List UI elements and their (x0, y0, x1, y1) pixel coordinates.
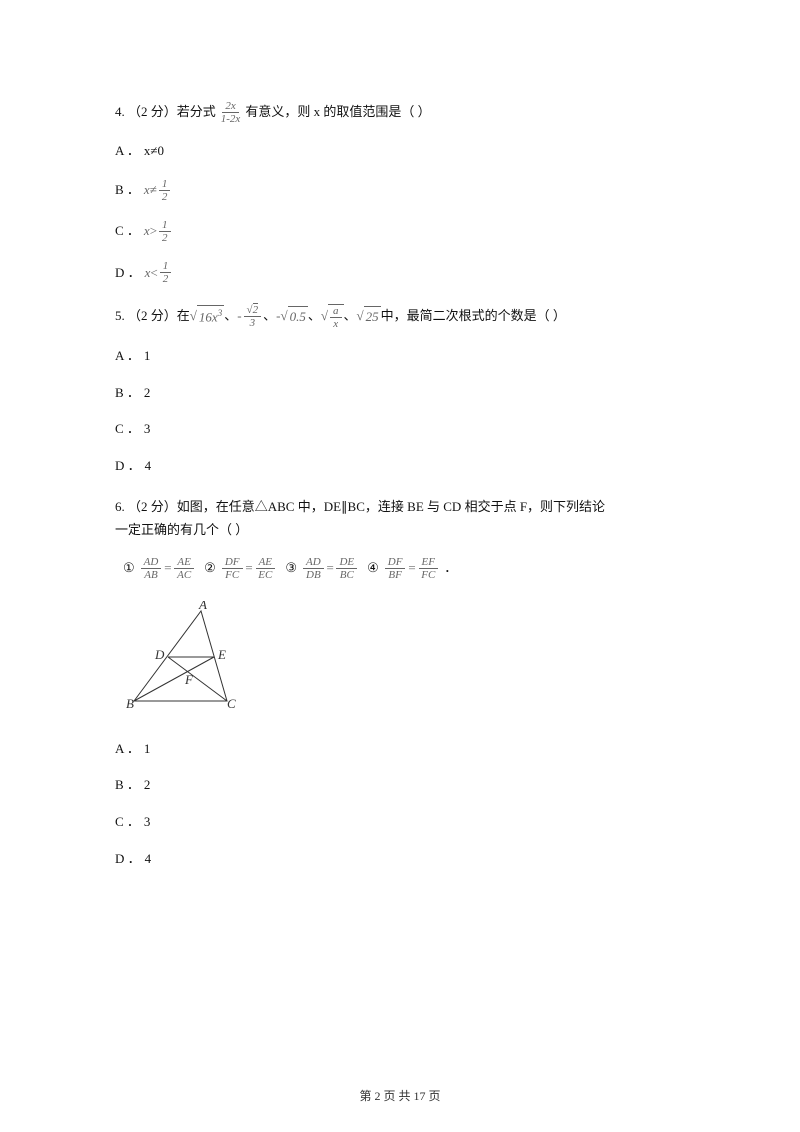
q4-d-den: 2 (160, 273, 172, 285)
q4-option-d: D ． x < 1 2 (115, 260, 705, 285)
q5-option-c: C ．3 (115, 419, 705, 440)
label-A: A (198, 601, 207, 612)
q4-option-a: A ． x≠0 (115, 141, 705, 162)
q5-sep1: 、 (224, 306, 237, 327)
q4-c-frac: 1 2 (159, 219, 171, 244)
q4-d-op: < (150, 263, 157, 284)
q5-sep2: 、 (263, 306, 276, 327)
q5-stem: 5. （2 分）在 √ 16x3 、 - √2 3 、 - √ 0.5 、 √ … (115, 304, 705, 330)
q5-rad4: √ a x (321, 304, 344, 330)
label-E: E (217, 647, 226, 662)
q5-prefix: 5. （2 分）在 (115, 306, 190, 327)
q4-c-label: C ． (115, 221, 140, 242)
q4-b-label: B ． (115, 180, 140, 201)
q4-b-den: 2 (159, 191, 171, 203)
circle-4-icon: ④ (367, 558, 379, 579)
q5-sep4: 、 (344, 306, 357, 327)
radical-icon: √ (190, 306, 197, 327)
question-6: 6. （2 分）如图，在任意△ABC 中，DE∥BC，连接 BE 与 CD 相交… (115, 495, 705, 870)
circle-1-icon: ① (123, 558, 135, 579)
q6-statements: ① ADAB = AEAC ② DFFC = AEEC ③ ADDB = DEB… (115, 556, 705, 581)
q5-rad2: √2 3 (244, 304, 262, 329)
q4-b-frac: 1 2 (159, 178, 171, 203)
q4-stem: 4. （2 分）若分式 2x 1-2x 有意义，则 x 的取值范围是（ ） (115, 100, 705, 125)
q6-option-a: A ．1 (115, 739, 705, 760)
q5-suffix: 中，最简二次根式的个数是（ ） (381, 306, 566, 327)
q6-option-b: B ．2 (115, 775, 705, 796)
q5-option-a: A ．1 (115, 346, 705, 367)
q4-fraction: 2x 1-2x (218, 100, 244, 125)
q6-line1: 6. （2 分）如图，在任意△ABC 中，DE∥BC，连接 BE 与 CD 相交… (115, 495, 705, 518)
q5-neg1: - (237, 306, 241, 327)
triangle-diagram: A B C D E F (119, 601, 269, 716)
q4-a-label: A ． (115, 141, 140, 162)
q6-line2: 一定正确的有几个（ ） (115, 518, 705, 541)
radical-icon: √ (321, 306, 328, 327)
q4-d-label: D ． (115, 263, 141, 284)
radical-icon: √ (280, 306, 287, 327)
question-4: 4. （2 分）若分式 2x 1-2x 有意义，则 x 的取值范围是（ ） A … (115, 100, 705, 286)
q4-option-c: C ． x > 1 2 (115, 219, 705, 244)
q4-frac-den: 1-2x (218, 113, 244, 125)
q4-d-frac: 1 2 (160, 260, 172, 285)
q5-option-b: B ．2 (115, 383, 705, 404)
q6-period: ． (444, 558, 457, 579)
q5-rad5: √ 25 (357, 306, 381, 328)
q4-c-num: 1 (159, 219, 171, 232)
q5-sep3: 、 (308, 306, 321, 327)
page-footer: 第 2 页 共 17 页 (0, 1087, 800, 1104)
q6-option-d: D ．4 (115, 849, 705, 870)
q4-b-op: ≠ (150, 180, 157, 201)
q4-d-num: 1 (160, 260, 172, 273)
q4-option-b: B ． x ≠ 1 2 (115, 178, 705, 203)
q4-c-op: > (150, 221, 157, 242)
label-C: C (227, 696, 236, 711)
q5-rad3: √ 0.5 (280, 306, 307, 328)
label-D: D (154, 647, 165, 662)
question-5: 5. （2 分）在 √ 16x3 、 - √2 3 、 - √ 0.5 、 √ … (115, 304, 705, 477)
q4-frac-num: 2x (222, 100, 238, 113)
label-F: F (184, 672, 194, 687)
q5-option-d: D ．4 (115, 456, 705, 477)
circle-3-icon: ③ (285, 558, 297, 579)
q4-prefix: 4. （2 分）若分式 (115, 102, 216, 123)
circle-2-icon: ② (204, 558, 216, 579)
q5-rad1: √ 16x3 (190, 305, 224, 328)
q4-b-num: 1 (159, 178, 171, 191)
radical-icon: √ (357, 306, 364, 327)
q6-option-c: C ．3 (115, 812, 705, 833)
q4-c-den: 2 (159, 232, 171, 244)
page-number: 第 2 页 共 17 页 (359, 1089, 440, 1103)
q4-suffix: 有意义，则 x 的取值范围是（ ） (245, 102, 430, 123)
label-B: B (126, 696, 134, 711)
q4-a-text: x≠0 (144, 141, 164, 162)
